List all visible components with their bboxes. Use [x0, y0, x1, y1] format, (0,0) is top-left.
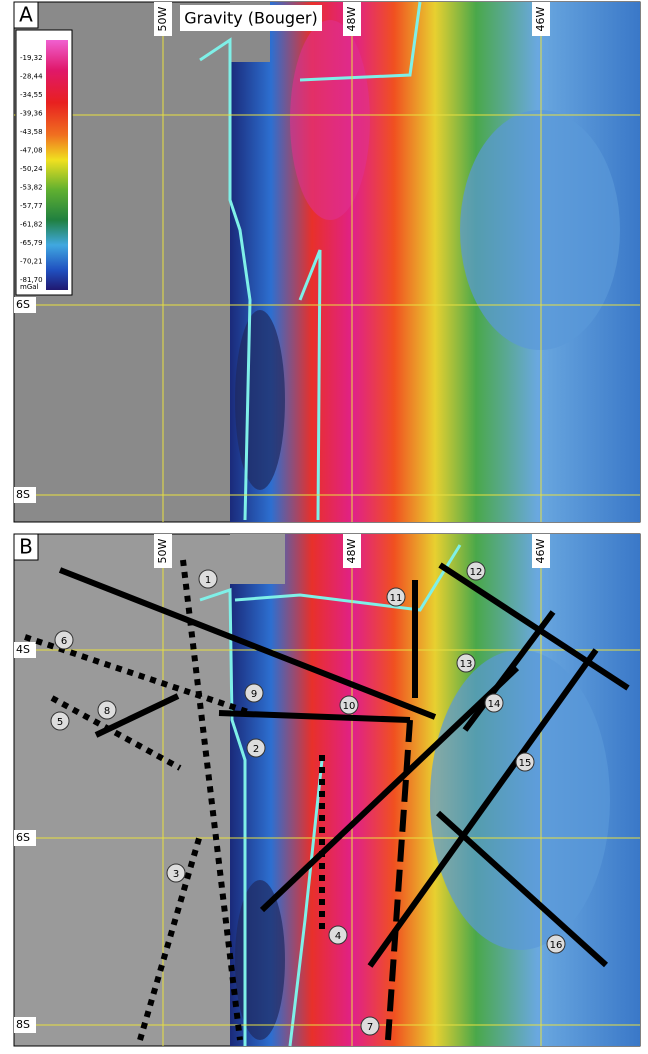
legend-value: -70,21: [20, 258, 43, 266]
marker-label: 2: [253, 744, 259, 755]
anomaly: [290, 20, 370, 220]
lat-label: 4S: [16, 643, 30, 656]
marker-label: 4: [335, 931, 341, 942]
legend-ramp: [46, 40, 68, 290]
legend-value: -19,32: [20, 54, 43, 62]
anomaly: [235, 880, 285, 1040]
lat-label: 8S: [16, 1018, 30, 1031]
marker-label: 5: [57, 717, 63, 728]
page: {"panel_a":{"label":"A","title":"Gravity…: [0, 0, 648, 1050]
marker-label: 3: [173, 869, 179, 880]
figure: 50W 48W 46W 6S 8S A 50W 48W 46W 4S 6S 8S B Gravity (B…: [0, 0, 648, 1050]
lat-label: 6S: [16, 298, 30, 311]
legend-value: -61,82: [20, 221, 43, 229]
panel-label: B: [19, 535, 33, 559]
anomaly: [430, 650, 610, 950]
legend-value: -53,82: [20, 184, 43, 192]
panel-a: [14, 2, 640, 522]
legend-value: -57,77: [20, 202, 43, 210]
marker-label: 13: [460, 659, 473, 670]
marker-label: 9: [251, 689, 257, 700]
lon-label: 48W: [345, 6, 358, 31]
marker-label: 8: [104, 706, 110, 717]
map-title: Gravity (Bouger): [184, 9, 318, 28]
no-data: [230, 534, 285, 584]
legend-value: -47,08: [20, 147, 43, 155]
marker-label: 12: [470, 567, 483, 578]
panel-label: A: [19, 3, 33, 27]
anomaly: [235, 310, 285, 490]
marker-label: 16: [550, 940, 563, 951]
marker-label: 6: [61, 636, 67, 647]
marker-label: 1: [205, 575, 211, 586]
lon-label: 48W: [345, 538, 358, 563]
marker-label: 14: [488, 699, 501, 710]
legend-value: -39,36: [20, 110, 43, 118]
lon-label: 50W: [156, 6, 169, 31]
anomaly: [460, 110, 620, 350]
marker-label: 7: [367, 1022, 373, 1033]
legend-value: -28,44: [20, 73, 43, 81]
legend-value: -34,55: [20, 91, 43, 99]
marker-label: 15: [519, 758, 532, 769]
lat-label: 6S: [16, 831, 30, 844]
marker-label: 10: [343, 701, 356, 712]
lat-label: 8S: [16, 488, 30, 501]
lon-label: 46W: [534, 538, 547, 563]
legend-unit: mGal: [20, 283, 39, 291]
legend-value: -43,58: [20, 128, 43, 136]
legend-value: -65,79: [20, 239, 43, 247]
legend-value: -50,24: [20, 165, 43, 173]
lon-label: 46W: [534, 6, 547, 31]
marker-label: 11: [390, 593, 403, 604]
panel-b: [14, 534, 640, 1046]
lon-label: 50W: [156, 538, 169, 563]
